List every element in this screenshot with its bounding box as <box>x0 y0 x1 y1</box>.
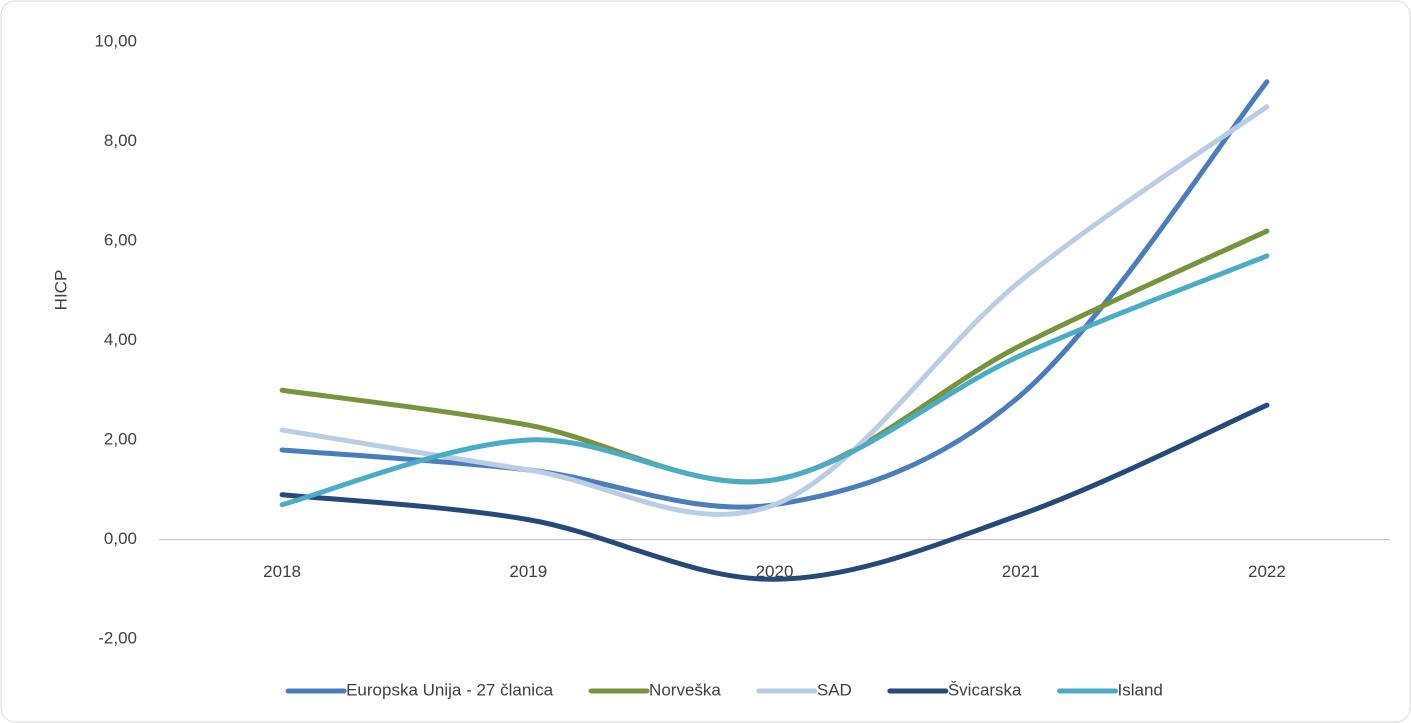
legend-label: SAD <box>817 680 852 699</box>
series-line <box>279 79 1270 510</box>
x-tick-label: 2021 <box>1002 562 1040 581</box>
y-tick-label: 2,00 <box>104 429 137 448</box>
y-tick-label: 8,00 <box>104 131 137 150</box>
y-tick-label: 4,00 <box>104 330 137 349</box>
x-tick-label: 2022 <box>1248 562 1286 581</box>
legend-label: Island <box>1118 680 1163 699</box>
y-tick-label: 0,00 <box>104 529 137 548</box>
y-tick-label: -2,00 <box>98 628 137 647</box>
legend-label: Europska Unija - 27 članica <box>346 680 553 699</box>
legend-label: Norveška <box>649 680 721 699</box>
x-tick-label: 2019 <box>509 562 547 581</box>
x-tick-label: 2018 <box>263 562 301 581</box>
legend-label: Švicarska <box>948 680 1022 699</box>
x-tick-label: 2020 <box>756 562 794 581</box>
series-line <box>279 104 1270 517</box>
y-tick-label: 6,00 <box>104 230 137 249</box>
y-tick-label: 10,00 <box>94 31 137 50</box>
series-line <box>279 253 1270 508</box>
series-line <box>279 402 1270 582</box>
y-axis-label: HICP <box>51 270 70 311</box>
